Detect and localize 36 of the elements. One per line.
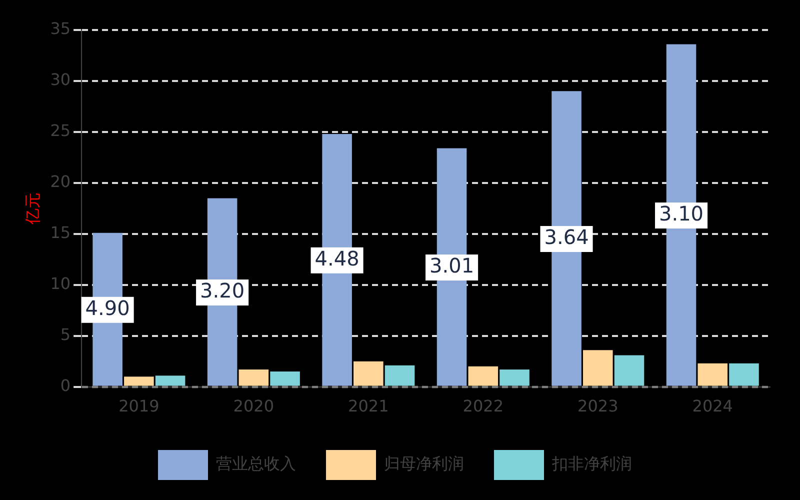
legend-label: 归母净利润 — [384, 454, 464, 474]
x-tick-label: 2021 — [348, 396, 389, 416]
annotation: 4.48 — [314, 246, 360, 271]
bar — [354, 361, 384, 386]
bar — [384, 365, 415, 386]
bar — [238, 369, 269, 386]
bar — [270, 372, 300, 386]
bar — [582, 350, 613, 386]
x-tick-label: 2023 — [578, 396, 618, 416]
annotation: 4.90 — [85, 296, 130, 320]
annotation: 3.10 — [659, 202, 704, 226]
y-tick-label: 35 — [50, 19, 71, 38]
bar — [698, 363, 728, 386]
x-tick-label: 2019 — [118, 396, 160, 416]
x-tick-label: 2024 — [692, 396, 733, 416]
x-tick-label: 2022 — [462, 396, 504, 416]
y-tick-label: 25 — [50, 121, 71, 140]
legend-label: 营业总收入 — [216, 454, 296, 474]
y-tick-label: 20 — [50, 172, 71, 192]
legend-label: 扣非净利润 — [551, 454, 632, 474]
y-tick-label: 30 — [50, 70, 71, 90]
bar — [124, 376, 154, 386]
bar — [500, 369, 530, 386]
y-axis-title: 亿元 — [22, 192, 42, 226]
y-tick-label: 5 — [60, 324, 71, 344]
annotation: 3.01 — [430, 254, 474, 278]
bar — [155, 376, 186, 386]
bar — [468, 366, 498, 386]
y-tick-label: 10 — [50, 274, 71, 294]
y-tick-label: 15 — [50, 223, 71, 242]
y-tick-label: 0 — [60, 376, 71, 395]
x-tick-label: 2020 — [233, 396, 274, 416]
bar — [729, 363, 759, 386]
annotation: 3.20 — [200, 278, 245, 303]
bar — [614, 355, 644, 386]
annotation: 3.64 — [544, 225, 589, 250]
